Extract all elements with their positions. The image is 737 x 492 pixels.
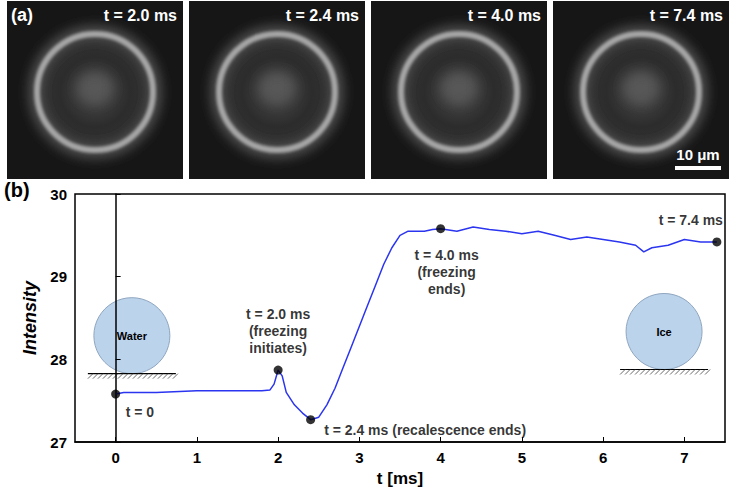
- svg-text:(a): (a): [11, 5, 33, 25]
- svg-text:27: 27: [50, 434, 67, 451]
- svg-text:t = 7.4 ms: t = 7.4 ms: [659, 212, 723, 228]
- svg-text:5: 5: [518, 449, 526, 466]
- svg-text:30: 30: [50, 186, 67, 203]
- svg-text:t = 2.4 ms (recalescence ends): t = 2.4 ms (recalescence ends): [324, 422, 526, 438]
- svg-text:4: 4: [436, 449, 445, 466]
- svg-text:initiates): initiates): [249, 340, 307, 356]
- svg-text:t = 2.0 ms: t = 2.0 ms: [246, 306, 310, 322]
- svg-text:t = 2.0 ms: t = 2.0 ms: [104, 7, 177, 24]
- svg-text:Intensity: Intensity: [20, 280, 40, 355]
- svg-text:29: 29: [50, 268, 67, 285]
- svg-text:t = 4.0 ms: t = 4.0 ms: [415, 247, 479, 263]
- svg-text:0: 0: [111, 449, 119, 466]
- svg-text:ends): ends): [428, 281, 465, 297]
- svg-text:(freezing: (freezing: [417, 264, 475, 280]
- svg-text:(b): (b): [4, 180, 30, 201]
- svg-text:Ice: Ice: [656, 326, 671, 338]
- svg-text:10 μm: 10 μm: [676, 146, 719, 163]
- svg-text:6: 6: [599, 449, 607, 466]
- svg-text:28: 28: [50, 351, 67, 368]
- svg-text:Water: Water: [117, 330, 148, 342]
- svg-text:7: 7: [680, 449, 688, 466]
- svg-text:3: 3: [355, 449, 363, 466]
- svg-text:(freezing: (freezing: [249, 323, 307, 339]
- svg-text:t = 4.0 ms: t = 4.0 ms: [468, 7, 541, 24]
- svg-text:2: 2: [274, 449, 282, 466]
- svg-text:t = 0: t = 0: [126, 404, 155, 420]
- svg-text:1: 1: [193, 449, 201, 466]
- svg-text:t = 7.4 ms: t = 7.4 ms: [650, 7, 723, 24]
- svg-text:t [ms]: t [ms]: [377, 469, 423, 488]
- svg-text:t = 2.4 ms: t = 2.4 ms: [286, 7, 359, 24]
